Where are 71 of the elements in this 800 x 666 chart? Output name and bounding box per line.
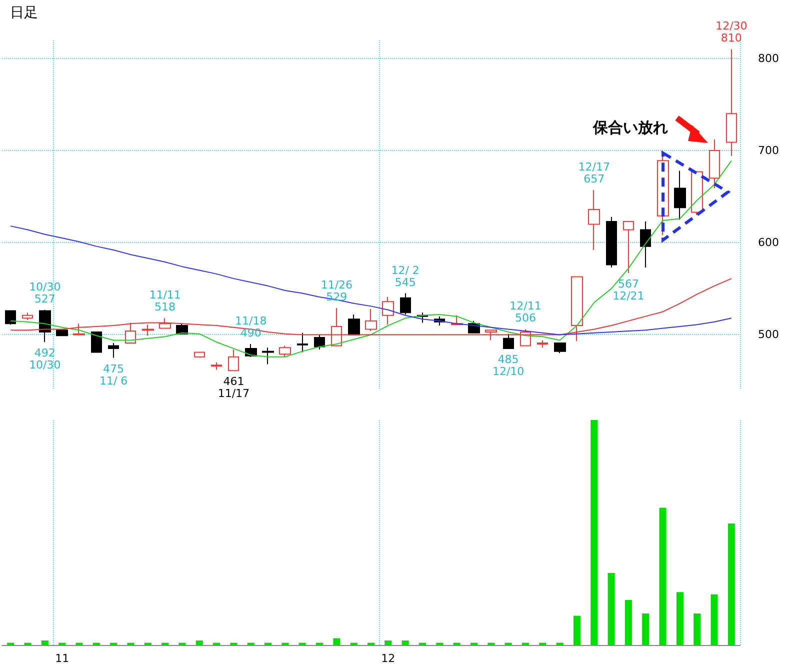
y-tick-label: 600 [758,236,779,250]
bar [590,420,598,645]
candlestick [674,170,686,220]
bar [710,594,718,645]
bar [196,640,203,645]
candlestick [142,324,154,336]
candlestick [709,138,720,189]
annotation: 12/ 2 545 [391,264,420,289]
bar [676,592,684,645]
chart-title: 日足 [10,5,38,21]
bar [624,600,632,645]
candlestick [297,332,308,353]
candlestick [194,352,205,358]
candlestick [571,276,583,342]
candlestick [606,216,617,268]
bar [659,508,666,645]
bar [608,573,615,645]
candlestick [348,314,360,336]
annotation: 12/17 657 [578,160,610,186]
bar [333,638,340,645]
x-tick-label: 11 [55,652,70,665]
annotation: 485 12/10 [492,353,524,378]
bar [384,640,392,645]
candlestick [400,292,411,315]
bar [41,640,48,645]
annotation: 461 11/17 [218,375,250,400]
candlestick [331,308,342,346]
annotation: 12/11 506 [510,300,542,325]
annotation: 保合い放れ [592,118,668,136]
candlestick [159,318,171,329]
bar [642,614,650,645]
candlestick [691,171,703,216]
candlestick [125,322,136,344]
candlestick [262,347,274,365]
line-series [10,278,732,336]
candlestick [726,48,737,157]
candlestick [382,296,394,326]
candlestick [39,309,51,343]
candlestick [22,312,33,320]
annotation: 567 12/21 [612,278,644,303]
line-series [10,226,732,336]
y-tick-label: 700 [758,144,779,158]
candlestick [588,190,600,250]
annotation: 11/18 490 [235,314,267,340]
y-tick-label: 800 [758,52,779,65]
candlestick [503,333,514,350]
candlestick [91,331,102,353]
annotation: 10/30 527 [29,280,61,306]
x-tick-label: 12 [381,652,396,665]
candlestick [279,345,291,358]
candlestick [554,342,566,354]
annotation: 12/30 810 [716,20,748,45]
candlestick [228,348,239,372]
candlestick [314,334,325,350]
candlestick [211,362,222,370]
candlestick [485,330,497,341]
bar [402,640,409,645]
candlestick [108,342,119,358]
annotation: 492 10/30 [29,346,61,372]
candlestick [537,340,548,348]
candlestick [56,330,68,336]
bar [728,524,735,645]
y-tick-label: 500 [758,328,779,342]
candlestick [365,308,377,332]
candlestick [5,310,16,326]
annotation: 475 11/ 6 [99,362,128,388]
candlestick [640,220,651,268]
bar [694,614,701,645]
annotation: 11/11 518 [149,288,181,314]
bar [573,616,580,645]
candlestick [623,220,634,274]
